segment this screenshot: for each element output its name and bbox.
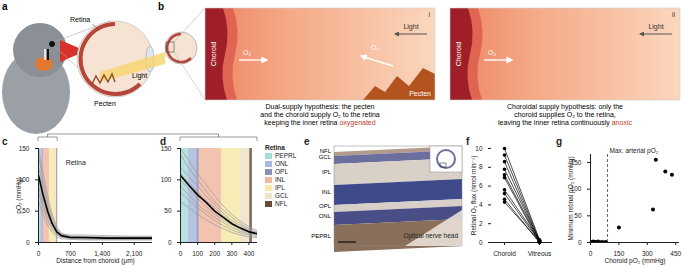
svg-text:100: 100 <box>192 250 203 257</box>
svg-text:Retina: Retina <box>66 159 86 166</box>
svg-text:700: 700 <box>65 250 76 258</box>
svg-text:Choroid pO₂ (mmHg): Choroid pO₂ (mmHg) <box>604 257 665 265</box>
svg-text:2,100: 2,100 <box>126 250 143 258</box>
svg-text:Minimum retinal pO₂ (mmHg): Minimum retinal pO₂ (mmHg) <box>567 156 575 240</box>
svg-text:Retinal O₂ flux (nmol min⁻¹): Retinal O₂ flux (nmol min⁻¹) <box>470 156 478 236</box>
svg-text:Dual-supply hypothesis: the pe: Dual-supply hypothesis: the pecten <box>266 103 375 111</box>
svg-text:50: 50 <box>164 207 172 214</box>
svg-text:Pecten: Pecten <box>94 100 116 107</box>
svg-text:and the choroid supply O₂ to t: and the choroid supply O₂ to the retina <box>260 111 380 119</box>
svg-text:150: 150 <box>613 250 625 258</box>
svg-text:50: 50 <box>574 212 582 219</box>
svg-text:Vitreous: Vitreous <box>528 250 552 257</box>
html-text:OPL: OPL <box>275 168 288 175</box>
svg-text:150: 150 <box>570 158 582 166</box>
html-text:INL: INL <box>275 176 286 183</box>
svg-text:a: a <box>2 1 8 12</box>
svg-text:O₂: O₂ <box>243 49 251 56</box>
svg-text:Choroid: Choroid <box>210 42 217 67</box>
svg-text:300: 300 <box>226 250 237 257</box>
svg-text:Choroid: Choroid <box>455 42 462 67</box>
svg-text:0: 0 <box>479 239 483 246</box>
svg-text:Choroidal supply hypothesis: o: Choroidal supply hypothesis: only the <box>507 103 623 111</box>
svg-text:100: 100 <box>161 176 172 183</box>
svg-text:300: 300 <box>641 250 653 258</box>
svg-text:100: 100 <box>18 175 30 183</box>
svg-text:1,400: 1,400 <box>94 250 111 258</box>
svg-text:Light: Light <box>403 23 418 31</box>
html-text:d: d <box>160 136 167 147</box>
svg-text:100: 100 <box>570 185 582 193</box>
svg-text:Optical nerve head: Optical nerve head <box>403 232 458 240</box>
html-text:g: g <box>556 136 563 147</box>
svg-text:leaving the inner retina conti: leaving the inner retina continuously an… <box>498 119 632 127</box>
svg-text:200: 200 <box>209 250 220 257</box>
svg-text:450: 450 <box>670 250 681 257</box>
svg-text:4: 4 <box>479 201 483 208</box>
svg-text:0: 0 <box>168 239 172 246</box>
svg-text:OPL: OPL <box>319 203 332 209</box>
html-text:NFL: NFL <box>275 200 288 207</box>
svg-text:PEPRL: PEPRL <box>311 233 331 239</box>
svg-text:ii: ii <box>672 11 676 18</box>
svg-text:O₂: O₂ <box>488 49 496 56</box>
svg-text:50: 50 <box>22 207 30 214</box>
html-text:c: c <box>2 136 8 147</box>
svg-text:Pecten: Pecten <box>409 90 431 97</box>
svg-text:ONL: ONL <box>319 213 332 219</box>
svg-text:0: 0 <box>179 250 183 257</box>
html-text:ONL: ONL <box>275 160 289 167</box>
svg-text:Light: Light <box>648 23 663 31</box>
svg-text:2: 2 <box>479 220 483 227</box>
svg-text:Max. arterial pO₂: Max. arterial pO₂ <box>610 147 659 155</box>
svg-text:150: 150 <box>19 145 30 152</box>
html-text:PEPRL: PEPRL <box>275 152 297 159</box>
svg-text:0: 0 <box>578 239 582 246</box>
html-text:GCL: GCL <box>275 192 289 199</box>
svg-text:400: 400 <box>244 250 255 257</box>
svg-text:0: 0 <box>589 250 593 257</box>
svg-text:8: 8 <box>479 163 483 170</box>
svg-text:Light: Light <box>132 72 147 80</box>
svg-text:b: b <box>158 1 164 12</box>
svg-text:6: 6 <box>479 182 483 189</box>
svg-text:GCL: GCL <box>319 154 332 160</box>
html-text:IPL: IPL <box>275 184 285 191</box>
svg-text:i: i <box>428 11 430 18</box>
svg-text:O₂: O₂ <box>371 44 379 51</box>
svg-text:0: 0 <box>37 250 41 257</box>
svg-text:choroid supplies O₂ to the ret: choroid supplies O₂ to the retina, <box>514 111 616 119</box>
svg-text:INL: INL <box>322 189 332 195</box>
svg-text:NFL: NFL <box>320 148 332 154</box>
html-text:e: e <box>304 136 310 147</box>
svg-text:pO₂ (mmHg): pO₂ (mmHg) <box>15 177 23 213</box>
svg-text:10: 10 <box>475 145 483 152</box>
svg-text:keeping the inner retina oxyge: keeping the inner retina oxygenated <box>264 119 375 127</box>
svg-text:0: 0 <box>26 239 30 246</box>
svg-text:150: 150 <box>160 144 172 152</box>
html-text:Retina: Retina <box>265 144 285 151</box>
svg-text:Distance from choroid (µm): Distance from choroid (µm) <box>56 257 135 265</box>
svg-text:Choroid: Choroid <box>493 250 516 257</box>
svg-text:IPL: IPL <box>322 169 332 175</box>
html-text:f: f <box>466 136 470 147</box>
svg-text:Retina: Retina <box>70 16 90 23</box>
